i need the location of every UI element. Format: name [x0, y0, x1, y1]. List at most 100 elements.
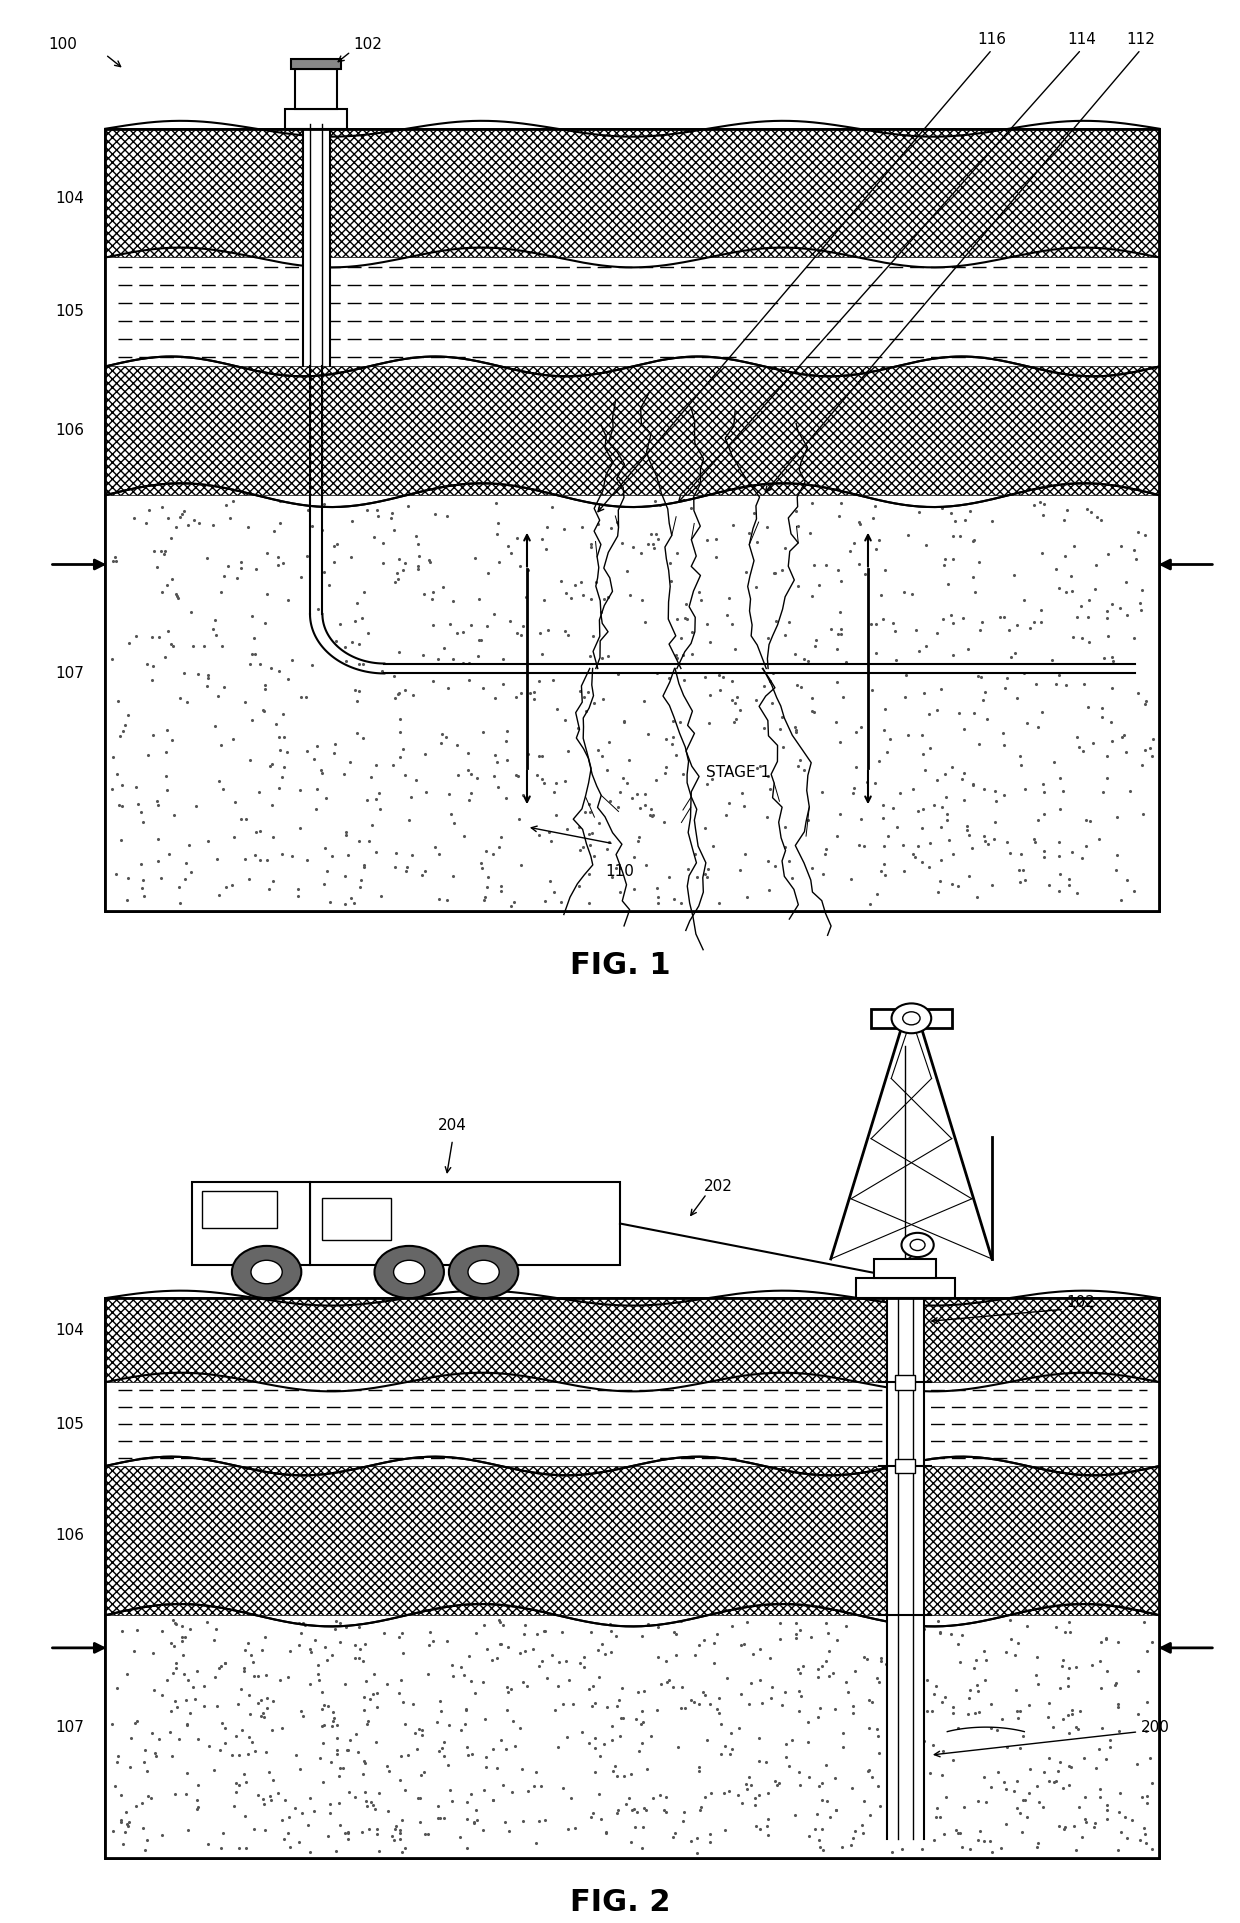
- Point: [290, 775, 310, 806]
- Point: [1083, 1650, 1102, 1681]
- Point: [412, 1760, 432, 1790]
- Point: [872, 579, 892, 610]
- Point: [572, 1717, 591, 1748]
- Point: [973, 685, 993, 715]
- Point: [340, 1777, 360, 1808]
- Point: [805, 1813, 825, 1844]
- Point: [1075, 1804, 1095, 1835]
- Point: [348, 1736, 368, 1767]
- Point: [833, 1717, 853, 1748]
- Point: [205, 712, 224, 742]
- Bar: [192, 1181, 310, 1265]
- Point: [701, 1819, 720, 1850]
- Point: [836, 1611, 856, 1642]
- Point: [542, 492, 562, 523]
- Point: [384, 1825, 404, 1856]
- Point: [105, 542, 125, 573]
- Point: [582, 529, 601, 560]
- Point: [291, 681, 311, 712]
- Point: [526, 1827, 546, 1858]
- Point: [491, 871, 511, 902]
- Point: [434, 1802, 454, 1833]
- Point: [190, 508, 210, 538]
- Point: [1033, 500, 1053, 531]
- Point: [144, 537, 164, 567]
- Point: [965, 577, 985, 608]
- Point: [537, 533, 557, 563]
- Point: [583, 621, 603, 652]
- Point: [610, 777, 630, 808]
- Point: [498, 531, 518, 562]
- Point: [987, 1715, 1007, 1746]
- Point: [484, 1785, 503, 1815]
- Point: [157, 569, 177, 600]
- Point: [334, 760, 353, 790]
- Point: [583, 1671, 603, 1702]
- Point: [102, 775, 122, 806]
- Point: [673, 760, 693, 790]
- Point: [909, 1621, 929, 1652]
- Point: [624, 531, 644, 562]
- Point: [415, 777, 435, 808]
- Point: [291, 1696, 311, 1727]
- Point: [108, 685, 128, 715]
- Point: [532, 763, 552, 794]
- Point: [709, 1683, 729, 1713]
- Point: [1011, 1798, 1030, 1829]
- Point: [776, 1729, 796, 1760]
- Point: [466, 1617, 486, 1648]
- Point: [523, 677, 543, 708]
- Point: [817, 1785, 837, 1815]
- Point: [174, 496, 193, 527]
- Point: [1061, 1752, 1081, 1783]
- Point: [363, 1679, 383, 1710]
- Point: [911, 846, 931, 877]
- Point: [387, 838, 407, 869]
- Point: [161, 1627, 181, 1658]
- Point: [1052, 1650, 1071, 1681]
- Point: [678, 854, 698, 885]
- Point: [734, 1629, 754, 1660]
- Point: [913, 1833, 932, 1863]
- Point: [737, 556, 756, 587]
- Point: [614, 706, 634, 737]
- Point: [1014, 658, 1034, 688]
- Point: [1064, 531, 1084, 562]
- Point: [306, 731, 326, 762]
- Point: [366, 1794, 386, 1825]
- Point: [574, 1652, 594, 1683]
- Point: [429, 883, 449, 913]
- Point: [384, 513, 404, 544]
- Point: [565, 569, 585, 600]
- Point: [386, 852, 405, 883]
- Point: [542, 1640, 562, 1671]
- Point: [663, 1821, 683, 1852]
- Point: [551, 565, 570, 596]
- Point: [350, 629, 370, 660]
- Point: [1019, 1690, 1039, 1721]
- Point: [770, 713, 790, 744]
- Point: [1109, 1692, 1128, 1723]
- Point: [197, 1606, 217, 1636]
- Point: [136, 648, 156, 679]
- Point: [496, 1733, 516, 1763]
- Point: [869, 1790, 889, 1821]
- Point: [872, 856, 892, 887]
- Point: [632, 1811, 652, 1842]
- Point: [864, 490, 884, 521]
- Point: [1071, 1821, 1091, 1852]
- Point: [593, 642, 613, 673]
- Point: [1142, 1835, 1162, 1865]
- Point: [391, 704, 410, 735]
- Point: [900, 1648, 920, 1679]
- Point: [885, 615, 905, 646]
- Point: [1014, 773, 1034, 804]
- Point: [764, 658, 784, 688]
- Point: [456, 1804, 476, 1835]
- Point: [518, 738, 538, 769]
- Point: [873, 790, 893, 821]
- Point: [878, 737, 898, 767]
- Circle shape: [449, 1246, 518, 1298]
- Point: [1106, 838, 1126, 869]
- Point: [119, 1808, 139, 1838]
